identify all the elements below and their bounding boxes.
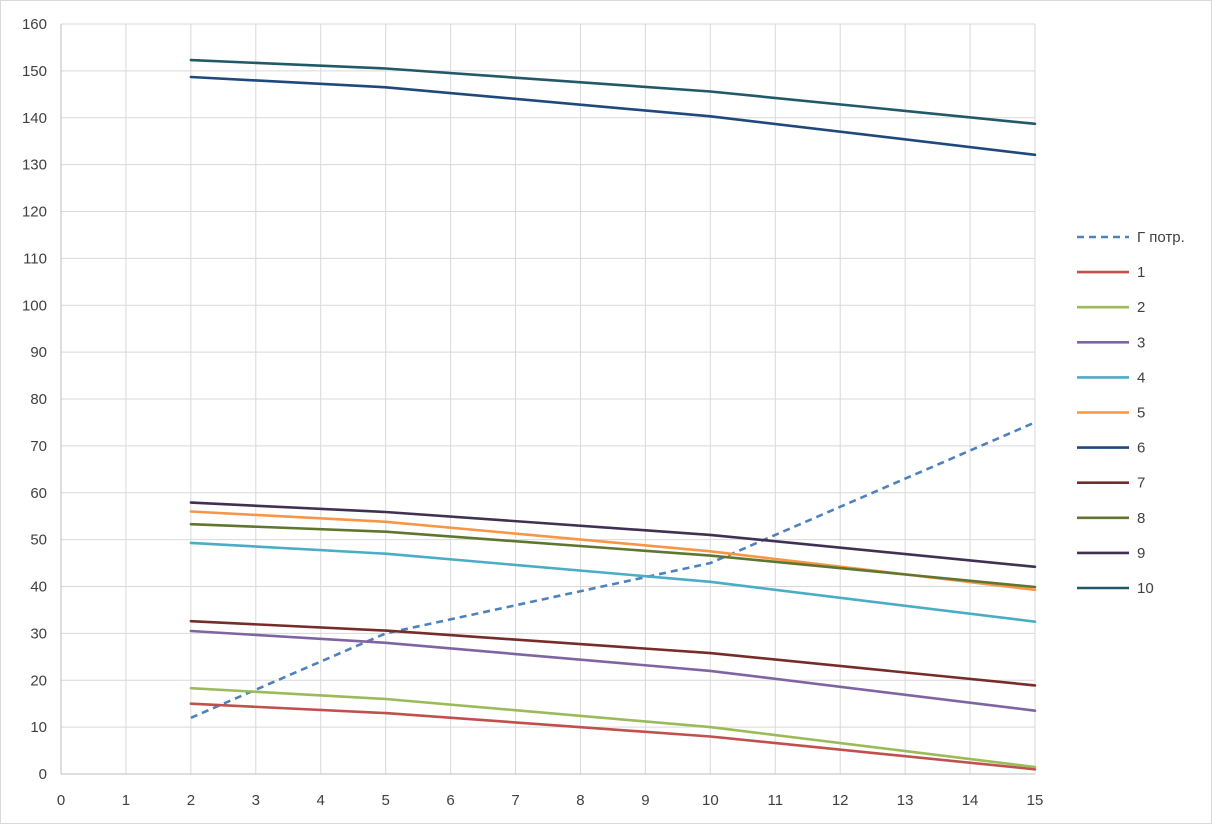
x-tick-label: 10 [702, 792, 719, 809]
y-tick-label: 70 [30, 438, 47, 455]
legend-label: 4 [1137, 369, 1145, 386]
y-tick-label: 110 [23, 250, 47, 267]
legend-label: 1 [1137, 264, 1145, 281]
y-tick-label: 40 [30, 579, 47, 596]
y-tick-label: 90 [30, 344, 47, 361]
x-tick-label: 2 [187, 792, 195, 809]
y-tick-label: 150 [22, 63, 47, 80]
legend-label: 7 [1137, 475, 1145, 492]
y-tick-label: 140 [22, 110, 47, 127]
series-line-4 [189, 541, 1037, 624]
y-axis-tick-labels: 0 10 20 30 40 50 60 70 80 90 100 110 120 130 140 150 160 [22, 16, 47, 783]
legend-label: Г потр. [1137, 229, 1185, 246]
x-tick-label: 9 [641, 792, 649, 809]
x-tick-label: 0 [57, 792, 65, 809]
legend-label: 5 [1137, 405, 1145, 422]
y-tick-label: 100 [22, 297, 47, 314]
legend: Г потр. 1 2 3 4 5 6 7 8 9 10 [1077, 229, 1185, 597]
x-tick-label: 15 [1027, 792, 1044, 809]
legend-label: 6 [1137, 440, 1145, 457]
axes [60, 24, 1035, 775]
series-line-8 [189, 522, 1037, 589]
y-tick-label: 160 [22, 16, 47, 33]
x-tick-label: 4 [317, 792, 325, 809]
x-axis-tick-labels: 0 1 2 3 4 5 6 7 8 9 10 11 12 13 14 15 [57, 792, 1044, 809]
x-tick-label: 12 [832, 792, 849, 809]
series-line-3 [189, 629, 1037, 713]
legend-label: 8 [1137, 510, 1145, 527]
x-tick-label: 6 [446, 792, 454, 809]
y-tick-label: 80 [30, 391, 47, 408]
series-line-g-potr [190, 421, 1036, 719]
legend-label: 2 [1137, 299, 1145, 316]
series-lines [189, 58, 1037, 771]
x-tick-label: 14 [962, 792, 979, 809]
series-line-9 [189, 501, 1037, 569]
legend-label: 9 [1137, 545, 1145, 562]
x-tick-label: 13 [897, 792, 914, 809]
x-tick-label: 11 [767, 792, 783, 809]
legend-label: 3 [1137, 334, 1145, 351]
x-tick-label: 8 [576, 792, 584, 809]
series-line-10 [189, 58, 1037, 126]
series-line-1 [189, 702, 1037, 771]
series-line-2 [189, 686, 1037, 769]
x-tick-label: 7 [511, 792, 519, 809]
y-tick-label: 20 [30, 672, 47, 689]
x-tick-label: 3 [252, 792, 260, 809]
x-tick-label: 5 [381, 792, 389, 809]
y-tick-label: 120 [22, 204, 47, 221]
legend-label: 10 [1137, 580, 1154, 597]
x-tick-label: 1 [122, 792, 130, 809]
gridlines [61, 23, 1036, 774]
series-line-7 [189, 619, 1037, 687]
y-tick-label: 0 [39, 766, 47, 783]
y-tick-label: 130 [22, 157, 47, 174]
y-tick-label: 30 [30, 625, 47, 642]
series-line-6 [189, 75, 1037, 157]
y-tick-label: 10 [30, 719, 47, 736]
y-tick-label: 50 [30, 532, 47, 549]
y-tick-label: 60 [30, 485, 47, 502]
